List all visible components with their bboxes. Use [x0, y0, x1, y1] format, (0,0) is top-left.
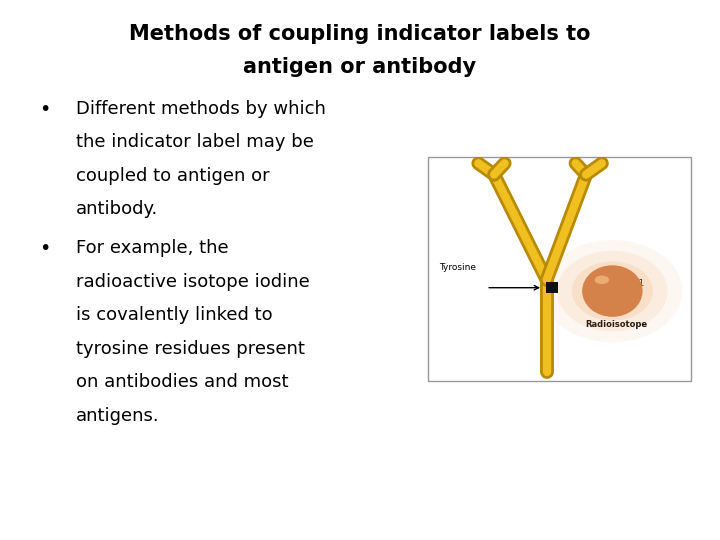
Text: coupled to antigen or: coupled to antigen or: [76, 167, 269, 185]
Text: I: I: [637, 288, 639, 296]
Text: antigen or antibody: antigen or antibody: [243, 57, 477, 77]
Text: Tyrosine: Tyrosine: [439, 263, 476, 272]
Text: •: •: [40, 239, 51, 258]
Ellipse shape: [583, 269, 642, 313]
Circle shape: [582, 265, 642, 317]
Text: Different methods by which: Different methods by which: [76, 100, 325, 118]
Bar: [546, 282, 558, 293]
Text: 131: 131: [628, 279, 645, 288]
Text: radioactive isotope iodine: radioactive isotope iodine: [76, 273, 310, 291]
Ellipse shape: [557, 251, 667, 332]
Ellipse shape: [595, 275, 609, 284]
Text: •: •: [40, 100, 51, 119]
Text: antigens.: antigens.: [76, 407, 159, 424]
Text: is covalently linked to: is covalently linked to: [76, 306, 272, 324]
Text: Radioisotope: Radioisotope: [585, 320, 647, 329]
Text: antibody.: antibody.: [76, 200, 158, 218]
Text: the indicator label may be: the indicator label may be: [76, 133, 313, 151]
Ellipse shape: [572, 261, 653, 321]
Bar: [428, 157, 691, 381]
Ellipse shape: [542, 240, 683, 342]
Text: on antibodies and most: on antibodies and most: [76, 373, 288, 391]
Text: For example, the: For example, the: [76, 239, 228, 257]
Text: tyrosine residues present: tyrosine residues present: [76, 340, 305, 357]
Text: Methods of coupling indicator labels to: Methods of coupling indicator labels to: [130, 24, 590, 44]
